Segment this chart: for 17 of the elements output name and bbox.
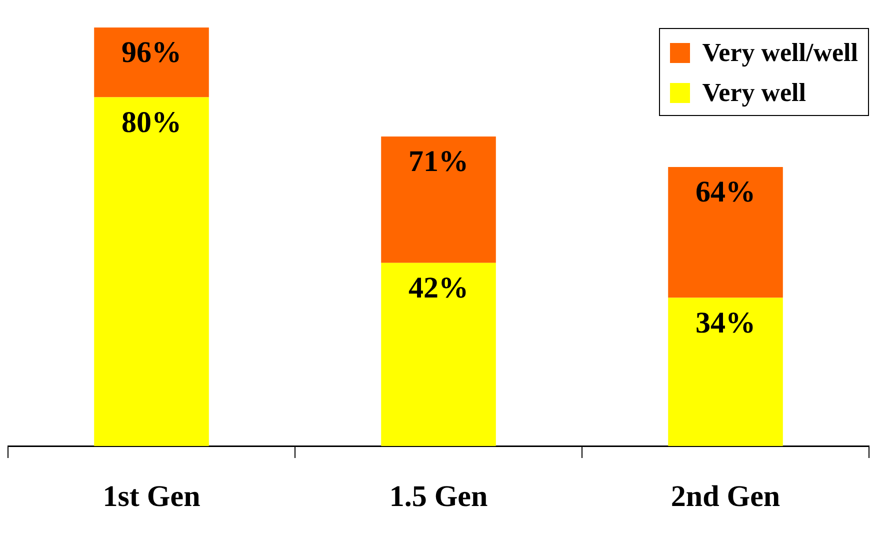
bar <box>381 136 496 263</box>
x-tick-label: 1st Gen <box>102 480 201 513</box>
data-label: 42% <box>408 272 468 305</box>
bar <box>668 298 783 446</box>
bar <box>94 27 209 98</box>
x-tick-label: 2nd Gen <box>670 480 780 513</box>
total-label: 96% <box>122 36 182 70</box>
data-label: 80% <box>122 106 182 139</box>
legend-label: Very well/well <box>702 37 858 69</box>
bar <box>668 166 783 298</box>
total-label: 71% <box>408 145 468 178</box>
bar <box>381 262 496 446</box>
data-label: 34% <box>696 306 756 340</box>
x-tick-label: 1.5 Gen <box>389 480 488 513</box>
bar <box>94 97 209 446</box>
legend-label: Very well <box>702 77 806 109</box>
total-label: 64% <box>696 176 756 209</box>
